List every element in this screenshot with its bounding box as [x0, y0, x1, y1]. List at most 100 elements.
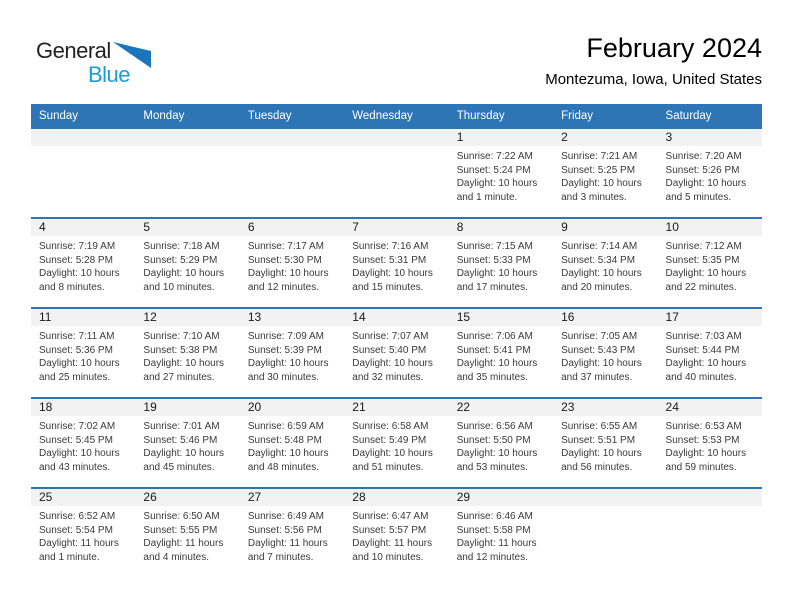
daylight-text-line1: Daylight: 11 hours [456, 538, 537, 549]
daylight-text-line1: Daylight: 10 hours [665, 448, 747, 459]
day-number: 21 [344, 399, 449, 416]
daylight-text-line1: Daylight: 10 hours [352, 358, 433, 369]
day-info: Sunrise: 7:06 AM Sunset: 5:41 PM Daylight:… [449, 326, 553, 384]
day-number: 22 [448, 399, 554, 416]
sunrise-text: Sunrise: 7:17 AM [247, 241, 324, 252]
empty-day-cell [135, 128, 240, 218]
daylight-text-line1: Daylight: 10 hours [456, 358, 538, 369]
daylight-text-line2: and 1 minute. [456, 191, 518, 203]
daylight-text-line1: Daylight: 10 hours [143, 268, 225, 279]
day-cell: 26 Sunrise: 6:50 AM Sunset: 5:55 PM Dayligh… [135, 488, 240, 577]
daylight-text-line2: and 17 minutes. [456, 281, 528, 293]
sunset-text: Sunset: 5:26 PM [665, 164, 740, 176]
sunrise-text: Sunrise: 6:50 AM [143, 511, 220, 522]
sunset-text: Sunset: 5:56 PM [247, 524, 322, 536]
day-number: 2 [553, 129, 658, 146]
empty-day-cell [657, 488, 762, 577]
day-number: 28 [344, 489, 449, 506]
day-number [239, 129, 345, 146]
daylight-text-line1: Daylight: 10 hours [352, 448, 433, 459]
day-number: 7 [344, 219, 449, 236]
day-number: 1 [448, 129, 554, 146]
daylight-text-line2: and 7 minutes. [247, 551, 314, 563]
daylight-text-line1: Daylight: 10 hours [561, 178, 642, 189]
sunrise-text: Sunrise: 7:20 AM [665, 151, 742, 162]
daylight-text-line2: and 15 minutes. [352, 281, 424, 293]
sunrise-text: Sunrise: 7:11 AM [39, 331, 115, 342]
week-row: 11 Sunrise: 7:11 AM Sunset: 5:36 PM Dayligh… [31, 308, 762, 398]
sunset-text: Sunset: 5:51 PM [561, 434, 636, 446]
daylight-text-line1: Daylight: 10 hours [456, 448, 538, 459]
day-cell: 19 Sunrise: 7:01 AM Sunset: 5:46 PM Dayligh… [135, 398, 240, 488]
day-number: 10 [657, 219, 762, 236]
day-info: Sunrise: 7:09 AM Sunset: 5:39 PM Daylight:… [240, 326, 344, 384]
sunrise-text: Sunrise: 7:01 AM [143, 421, 220, 432]
sunrise-text: Sunrise: 6:49 AM [247, 511, 324, 522]
day-info: Sunrise: 7:21 AM Sunset: 5:25 PM Daylight:… [553, 146, 657, 204]
sunset-text: Sunset: 5:36 PM [39, 344, 113, 356]
day-cell: 25 Sunrise: 6:52 AM Sunset: 5:54 PM Dayligh… [31, 488, 136, 577]
day-cell: 17 Sunrise: 7:03 AM Sunset: 5:44 PM Dayligh… [657, 308, 762, 398]
sunrise-text: Sunrise: 6:52 AM [39, 511, 116, 522]
day-cell: 14 Sunrise: 7:07 AM Sunset: 5:40 PM Dayligh… [344, 308, 449, 398]
sunset-text: Sunset: 5:57 PM [352, 524, 427, 536]
day-info: Sunrise: 7:01 AM Sunset: 5:46 PM Daylight:… [135, 416, 239, 474]
daylight-text-line1: Daylight: 10 hours [665, 178, 747, 189]
day-info: Sunrise: 6:52 AM Sunset: 5:54 PM Daylight:… [31, 506, 135, 564]
title-block: February 2024 Montezuma, Iowa, United St… [545, 32, 762, 90]
weekday-header-row: Sunday Monday Tuesday Wednesday Thursday Frid… [31, 104, 762, 128]
day-cell: 21 Sunrise: 6:58 AM Sunset: 5:49 PM Dayligh… [344, 398, 449, 488]
sunrise-text: Sunrise: 7:21 AM [561, 151, 638, 162]
weekday-header: Saturday [657, 104, 762, 128]
day-info: Sunrise: 7:16 AM Sunset: 5:31 PM Daylight:… [344, 236, 448, 294]
day-number [344, 129, 449, 146]
daylight-text-line1: Daylight: 10 hours [561, 448, 642, 459]
daylight-text-line2: and 56 minutes. [561, 461, 633, 473]
empty-day-cell [344, 128, 449, 218]
sunset-text: Sunset: 5:50 PM [456, 434, 531, 446]
sunrise-text: Sunrise: 7:05 AM [561, 331, 638, 342]
day-cell: 28 Sunrise: 6:47 AM Sunset: 5:57 PM Dayligh… [344, 488, 449, 577]
day-number [31, 129, 136, 146]
day-cell: 5 Sunrise: 7:18 AM Sunset: 5:29 PM Daylight… [135, 218, 240, 308]
sunrise-text: Sunrise: 7:16 AM [352, 241, 429, 252]
day-cell: 27 Sunrise: 6:49 AM Sunset: 5:56 PM Dayligh… [239, 488, 345, 577]
day-number: 9 [553, 219, 658, 236]
day-number: 23 [553, 399, 658, 416]
sunset-text: Sunset: 5:55 PM [143, 524, 218, 536]
daylight-text-line1: Daylight: 10 hours [456, 178, 538, 189]
daylight-text-line1: Daylight: 10 hours [143, 448, 225, 459]
daylight-text-line1: Daylight: 10 hours [39, 358, 120, 369]
empty-day-cell [31, 128, 136, 218]
day-number: 13 [239, 309, 345, 326]
sunrise-text: Sunrise: 7:12 AM [665, 241, 742, 252]
day-info: Sunrise: 7:12 AM Sunset: 5:35 PM Daylight:… [658, 236, 762, 294]
day-cell: 4 Sunrise: 7:19 AM Sunset: 5:28 PM Daylight… [31, 218, 136, 308]
day-cell: 16 Sunrise: 7:05 AM Sunset: 5:43 PM Dayligh… [553, 308, 658, 398]
sunrise-text: Sunrise: 6:58 AM [352, 421, 429, 432]
day-info: Sunrise: 7:10 AM Sunset: 5:38 PM Daylight:… [135, 326, 239, 384]
sunset-text: Sunset: 5:35 PM [665, 254, 740, 266]
day-number [657, 489, 762, 506]
sunrise-text: Sunrise: 7:14 AM [561, 241, 638, 252]
daylight-text-line2: and 10 minutes. [352, 551, 424, 563]
empty-day-cell [553, 488, 658, 577]
day-number: 26 [135, 489, 240, 506]
daylight-text-line1: Daylight: 10 hours [143, 358, 225, 369]
sunset-text: Sunset: 5:28 PM [39, 254, 113, 266]
sunset-text: Sunset: 5:33 PM [456, 254, 531, 266]
daylight-text-line2: and 48 minutes. [247, 461, 320, 473]
sunset-text: Sunset: 5:30 PM [247, 254, 322, 266]
sunset-text: Sunset: 5:44 PM [665, 344, 740, 356]
daylight-text-line1: Daylight: 10 hours [456, 268, 538, 279]
calendar-table: Sunday Monday Tuesday Wednesday Thursday Frid… [31, 104, 762, 577]
day-number: 15 [448, 309, 554, 326]
day-info: Sunrise: 7:03 AM Sunset: 5:44 PM Daylight:… [658, 326, 762, 384]
day-cell: 8 Sunrise: 7:15 AM Sunset: 5:33 PM Daylight… [448, 218, 554, 308]
sunset-text: Sunset: 5:25 PM [561, 164, 636, 176]
day-number: 17 [657, 309, 762, 326]
logo-triangle-icon [112, 42, 151, 68]
calendar-body: 1 Sunrise: 7:22 AM Sunset: 5:24 PM Daylight… [31, 128, 762, 577]
sunset-text: Sunset: 5:48 PM [247, 434, 322, 446]
day-info: Sunrise: 6:55 AM Sunset: 5:51 PM Daylight:… [553, 416, 657, 474]
